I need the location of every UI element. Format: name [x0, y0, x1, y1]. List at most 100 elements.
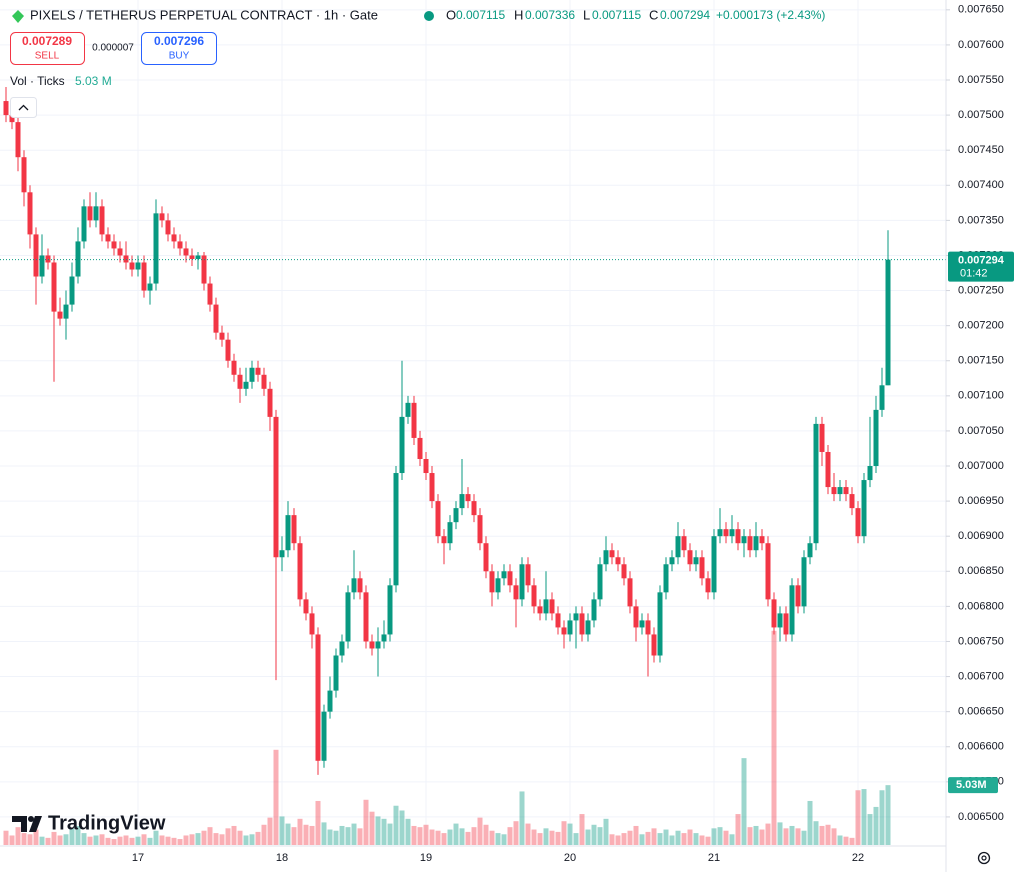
- candle-body: [771, 599, 777, 628]
- volume-bar: [759, 829, 765, 845]
- y-tick-label: 0.006700: [958, 670, 1004, 682]
- countdown: 01:42: [960, 268, 988, 280]
- volume-bar: [75, 825, 81, 845]
- candle-body: [213, 304, 219, 333]
- candle-body: [357, 578, 363, 593]
- volume-bar: [519, 791, 525, 845]
- candle-body: [687, 550, 693, 565]
- candle-body: [483, 543, 489, 572]
- volume-bar: [681, 833, 687, 845]
- candle-body: [555, 613, 561, 628]
- candle-body: [27, 192, 33, 235]
- candle-body: [321, 711, 327, 761]
- volume-title: Vol · Ticks: [10, 74, 65, 88]
- candle-body: [723, 529, 729, 537]
- ohlc-label: O: [446, 7, 456, 22]
- volume-bar: [141, 834, 147, 845]
- candle-body: [567, 620, 573, 635]
- volume-bar: [513, 821, 519, 845]
- volume-bar: [123, 835, 129, 845]
- candle-body: [147, 283, 153, 291]
- candle-body: [297, 543, 303, 600]
- volume-bar: [27, 834, 33, 845]
- volume-bar: [87, 836, 93, 845]
- candle-body: [471, 501, 477, 516]
- volume-bar: [57, 835, 63, 845]
- candle-body: [177, 241, 183, 249]
- candle-body: [675, 536, 681, 558]
- volume-bar: [657, 833, 663, 845]
- volume-bar: [135, 836, 141, 845]
- candle-body: [525, 564, 531, 586]
- volume-bar: [273, 749, 279, 845]
- candle-body: [531, 585, 537, 607]
- candle-body: [507, 571, 513, 586]
- y-tick-label: 0.006950: [958, 495, 1004, 507]
- candle-body: [333, 655, 339, 691]
- candle-body: [465, 494, 471, 502]
- candle-body: [9, 115, 15, 123]
- candle-body: [681, 536, 687, 551]
- volume-bar: [309, 825, 315, 845]
- buy-label: BUY: [169, 51, 190, 62]
- volume-tag-label: 5.03M: [956, 779, 987, 791]
- volume-bar: [795, 828, 801, 845]
- axis-layer: 0.0065000.0065500.0066000.0066500.006700…: [132, 4, 1004, 864]
- spread: 0.000007: [92, 43, 134, 54]
- volume-bar: [201, 830, 207, 845]
- volume-bar: [183, 835, 189, 845]
- candle-body: [591, 599, 597, 621]
- volume-bar: [9, 835, 15, 845]
- candle-body: [429, 473, 435, 502]
- volume-bar: [243, 835, 249, 845]
- volume-bar: [111, 839, 117, 845]
- sell-button[interactable]: [10, 32, 85, 65]
- candle-body: [633, 606, 639, 628]
- candle-body: [105, 234, 111, 242]
- settings[interactable]: [977, 851, 991, 865]
- collapse-button[interactable]: [10, 97, 37, 118]
- volume-bar: [741, 758, 747, 845]
- volume-bar: [405, 818, 411, 845]
- candle-body: [183, 248, 189, 256]
- candle-body: [435, 501, 441, 537]
- volume-bar: [819, 825, 825, 845]
- volume-bar: [873, 806, 879, 845]
- volume-bar: [375, 816, 381, 845]
- header: PIXELS / TETHERUS PERPETUAL CONTRACT · 1…: [10, 7, 825, 118]
- candle-body: [345, 592, 351, 642]
- candle-body: [225, 339, 231, 361]
- candle-body: [549, 599, 555, 614]
- candle-body: [399, 416, 405, 474]
- settings-icon[interactable]: [981, 855, 987, 861]
- volume-bar: [663, 829, 669, 845]
- candle-body: [543, 599, 549, 614]
- candle-body: [789, 585, 795, 635]
- candle-body: [249, 367, 255, 382]
- y-tick-label: 0.006750: [958, 635, 1004, 647]
- y-tick-label: 0.007350: [958, 214, 1004, 226]
- volume-bar: [333, 830, 339, 845]
- candle-body: [69, 276, 75, 305]
- candle-body: [441, 536, 447, 544]
- buy-button[interactable]: [141, 32, 217, 65]
- candle-body: [21, 157, 27, 193]
- settings-icon[interactable]: [977, 851, 991, 865]
- candle-body: [255, 367, 261, 375]
- volume-bar: [237, 830, 243, 845]
- volume-bar: [69, 828, 75, 845]
- candle-body: [861, 480, 867, 537]
- candle-body: [645, 620, 651, 635]
- volume-bar: [3, 830, 9, 845]
- sell-label: SELL: [35, 51, 60, 62]
- candle-body: [615, 557, 621, 565]
- volume-bar: [621, 833, 627, 845]
- candle-body: [375, 641, 381, 649]
- volume-bar: [723, 830, 729, 845]
- candle-body: [57, 311, 63, 319]
- candle-body: [45, 255, 51, 263]
- candle-body: [885, 259, 891, 386]
- x-tick-label: 22: [852, 852, 864, 864]
- candle-body: [381, 634, 387, 642]
- volume-bar: [327, 829, 333, 845]
